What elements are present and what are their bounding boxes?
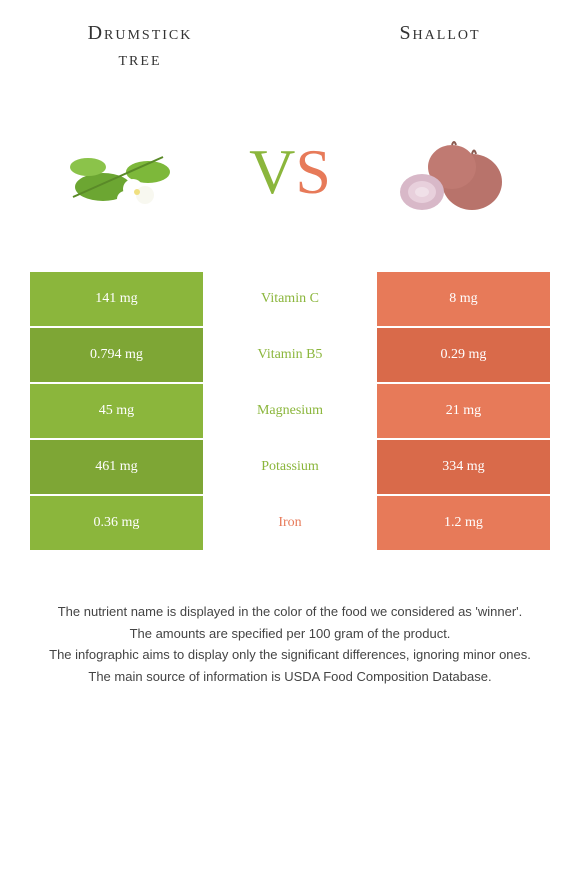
cell-nutrient: Potassium xyxy=(203,440,377,494)
vs-s: S xyxy=(295,135,331,209)
footer-line-2: The amounts are specified per 100 gram o… xyxy=(20,624,560,644)
cell-right-value: 1.2 mg xyxy=(377,496,550,550)
table-row: 141 mgVitamin C8 mg xyxy=(30,272,550,326)
table-row: 461 mgPotassium334 mg xyxy=(30,440,550,494)
cell-right-value: 334 mg xyxy=(377,440,550,494)
cell-left-value: 461 mg xyxy=(30,440,203,494)
vs-v: V xyxy=(249,135,295,209)
vs-label: VS xyxy=(249,135,331,209)
comparison-table: 141 mgVitamin C8 mg0.794 mgVitamin B50.2… xyxy=(30,272,550,550)
images-row: VS xyxy=(0,82,580,272)
footer-notes: The nutrient name is displayed in the co… xyxy=(0,552,580,686)
cell-left-value: 0.36 mg xyxy=(30,496,203,550)
cell-nutrient: Vitamin C xyxy=(203,272,377,326)
header: Drumsticktree Shallot xyxy=(0,0,580,82)
cell-left-value: 45 mg xyxy=(30,384,203,438)
footer-line-3: The infographic aims to display only the… xyxy=(20,645,560,665)
cell-nutrient: Vitamin B5 xyxy=(203,328,377,382)
cell-nutrient: Iron xyxy=(203,496,377,550)
cell-left-value: 141 mg xyxy=(30,272,203,326)
food-title-left: Drumsticktree xyxy=(50,20,230,72)
cell-left-value: 0.794 mg xyxy=(30,328,203,382)
cell-right-value: 8 mg xyxy=(377,272,550,326)
table-row: 45 mgMagnesium21 mg xyxy=(30,384,550,438)
cell-right-value: 21 mg xyxy=(377,384,550,438)
table-row: 0.36 mgIron1.2 mg xyxy=(30,496,550,550)
cell-right-value: 0.29 mg xyxy=(377,328,550,382)
footer-line-4: The main source of information is USDA F… xyxy=(20,667,560,687)
cell-nutrient: Magnesium xyxy=(203,384,377,438)
food-image-left xyxy=(53,112,203,232)
food-title-right: Shallot xyxy=(350,20,530,72)
footer-line-1: The nutrient name is displayed in the co… xyxy=(20,602,560,622)
food-image-right xyxy=(377,112,527,232)
table-row: 0.794 mgVitamin B50.29 mg xyxy=(30,328,550,382)
